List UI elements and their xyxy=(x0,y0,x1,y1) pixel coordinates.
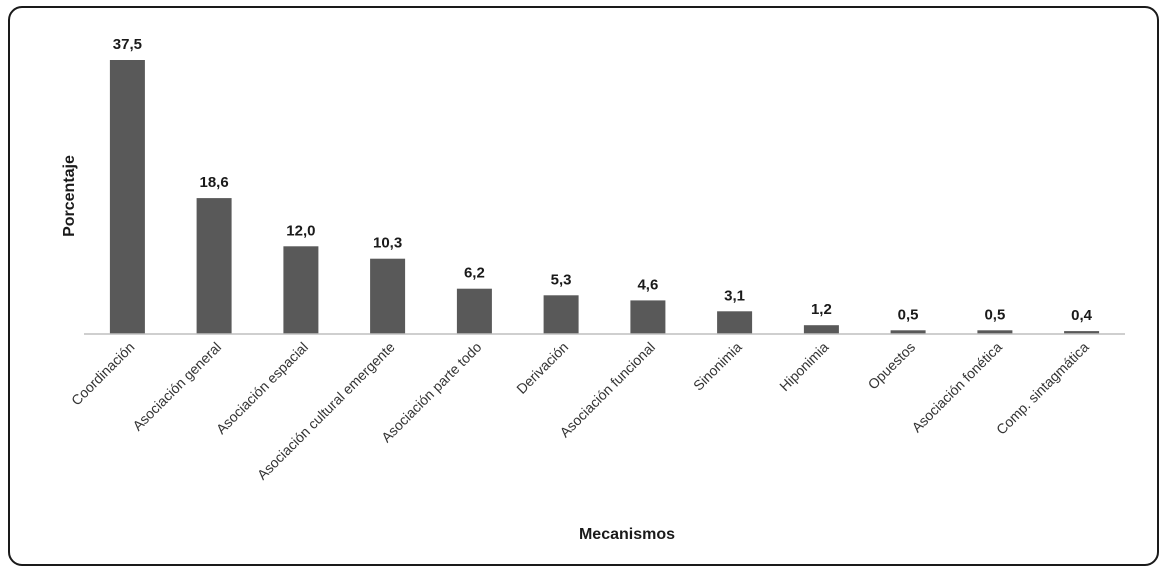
bar xyxy=(109,60,145,334)
bar xyxy=(717,311,753,334)
category-label: Asociación parte todo xyxy=(378,339,485,446)
x-axis-title: Mecanismos xyxy=(579,526,675,543)
category-label: Asociación espacial xyxy=(213,339,311,437)
data-label: 3,1 xyxy=(724,287,745,304)
data-label: 6,2 xyxy=(464,265,485,282)
bar xyxy=(543,295,579,334)
bar xyxy=(977,330,1013,334)
data-label: 0,5 xyxy=(898,306,919,323)
category-label: Asociación cultural emergente xyxy=(254,339,398,483)
bar xyxy=(630,300,666,334)
category-label: Derivación xyxy=(513,339,571,397)
data-label: 0,4 xyxy=(1071,307,1093,324)
y-axis-title: Porcentaje xyxy=(61,155,78,237)
category-label: Coordinación xyxy=(68,339,138,409)
bar xyxy=(196,198,232,334)
category-label: Comp. sintagmática xyxy=(993,339,1092,438)
data-label: 37,5 xyxy=(113,36,142,53)
category-label: Asociación funcional xyxy=(556,339,658,441)
bar xyxy=(370,258,406,334)
data-label: 1,2 xyxy=(811,301,832,318)
bar xyxy=(803,325,839,334)
category-label: Asociación fonética xyxy=(908,339,1005,436)
bar xyxy=(283,246,319,334)
category-label: Sinonimia xyxy=(690,339,745,394)
bar xyxy=(1064,331,1100,334)
category-label: Asociación general xyxy=(129,339,224,434)
bar xyxy=(890,330,926,334)
data-label: 5,3 xyxy=(551,271,572,288)
category-label: Opuestos xyxy=(865,339,919,393)
data-label: 10,3 xyxy=(373,235,402,252)
data-label: 4,6 xyxy=(637,276,658,293)
data-label: 18,6 xyxy=(199,174,228,191)
value-labels-group: 37,5 18,6 12,0 10,3 6,2 5,3 4,6 3,1 1,2 0,5 0,5 0,4 xyxy=(113,36,1093,324)
category-label: Hiponimia xyxy=(776,339,831,394)
data-label: 0,5 xyxy=(984,306,1005,323)
bars-group xyxy=(109,60,1100,334)
bar xyxy=(456,288,492,334)
data-label: 12,0 xyxy=(286,222,315,239)
